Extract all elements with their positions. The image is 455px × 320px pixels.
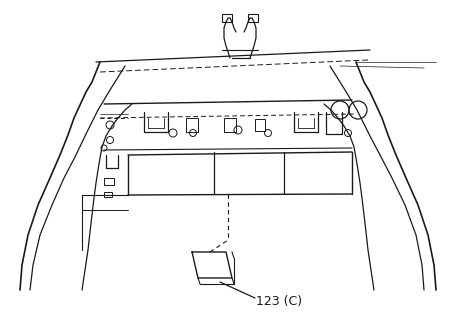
Bar: [222, 14, 232, 22]
Bar: [104, 178, 114, 185]
Bar: [254, 119, 264, 131]
Text: 123 (C): 123 (C): [255, 295, 302, 308]
Bar: [186, 118, 197, 132]
Bar: [223, 118, 236, 132]
Bar: [248, 14, 258, 22]
Bar: [104, 192, 112, 197]
